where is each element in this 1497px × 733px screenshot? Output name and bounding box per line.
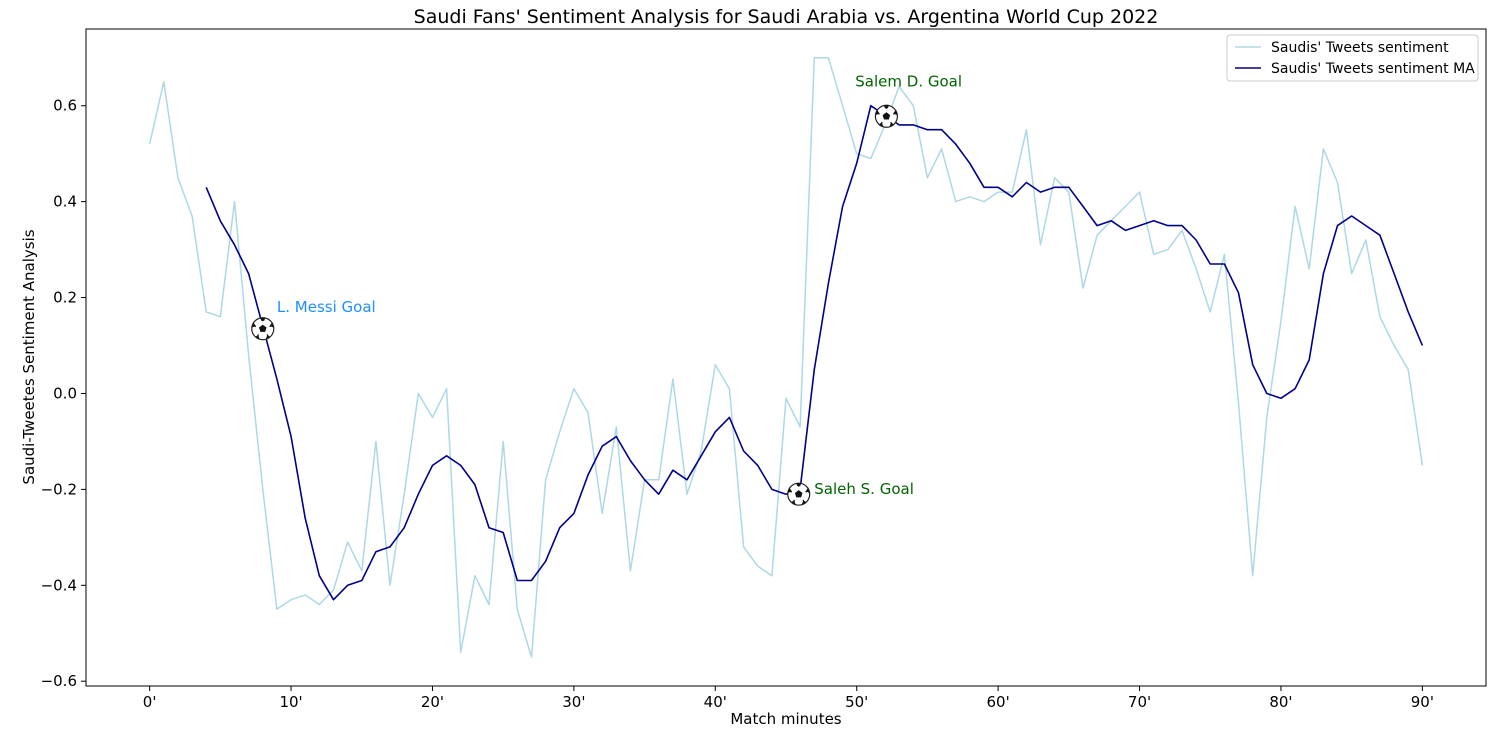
annotation-layer: L. Messi Goal Saleh S. Goal Salem D. Goal [251, 73, 962, 506]
y-tick-label: 0.0 [53, 384, 77, 402]
x-tick-label: 40' [704, 693, 727, 711]
legend-label-ma: Saudis' Tweets sentiment MA [1271, 61, 1475, 77]
x-tick-label: 50' [845, 693, 868, 711]
series-layer [148, 57, 1424, 658]
legend: Saudis' Tweets sentiment Saudis' Tweets … [1226, 34, 1479, 82]
soccer-ball-icon [787, 482, 811, 506]
y-tick-label: −0.4 [41, 576, 77, 594]
x-tick-label: 20' [421, 693, 444, 711]
y-axis: −0.6 −0.4 −0.2 0.0 0.2 0.4 0.6 [41, 97, 86, 690]
chart-title: Saudi Fans' Sentiment Analysis for Saudi… [414, 6, 1159, 28]
x-tick-label: 90' [1411, 693, 1434, 711]
soccer-ball-icon [251, 317, 275, 341]
x-axis: 0' 10' 20' 30' 40' 50' 60' 70' 80' 90' [143, 686, 1434, 711]
y-tick-label: 0.6 [53, 97, 77, 115]
x-axis-title: Match minutes [730, 710, 841, 728]
goal-annotation: Salem D. Goal [855, 73, 962, 91]
y-tick-label: −0.6 [41, 672, 77, 690]
soccer-ball-icon [874, 104, 899, 128]
legend-box [1226, 34, 1479, 82]
x-tick-label: 10' [279, 693, 302, 711]
y-tick-label: 0.4 [53, 193, 77, 211]
plot-frame [85, 28, 1487, 687]
x-tick-label: 60' [987, 693, 1010, 711]
goal-annotation: Saleh S. Goal [814, 480, 914, 498]
y-axis-title: Saudi-Tweetes Sentiment Analysis [20, 229, 38, 484]
series-line-moving-average [205, 104, 1424, 601]
y-tick-label: −0.2 [41, 480, 77, 498]
goal-annotation: L. Messi Goal [277, 298, 376, 316]
x-tick-label: 70' [1128, 693, 1151, 711]
x-tick-label: 0' [143, 693, 157, 711]
series-line-raw-sentiment [148, 57, 1424, 658]
x-tick-label: 80' [1269, 693, 1292, 711]
legend-label-raw: Saudis' Tweets sentiment [1271, 40, 1449, 56]
y-tick-label: 0.2 [53, 289, 77, 307]
x-tick-label: 30' [562, 693, 585, 711]
